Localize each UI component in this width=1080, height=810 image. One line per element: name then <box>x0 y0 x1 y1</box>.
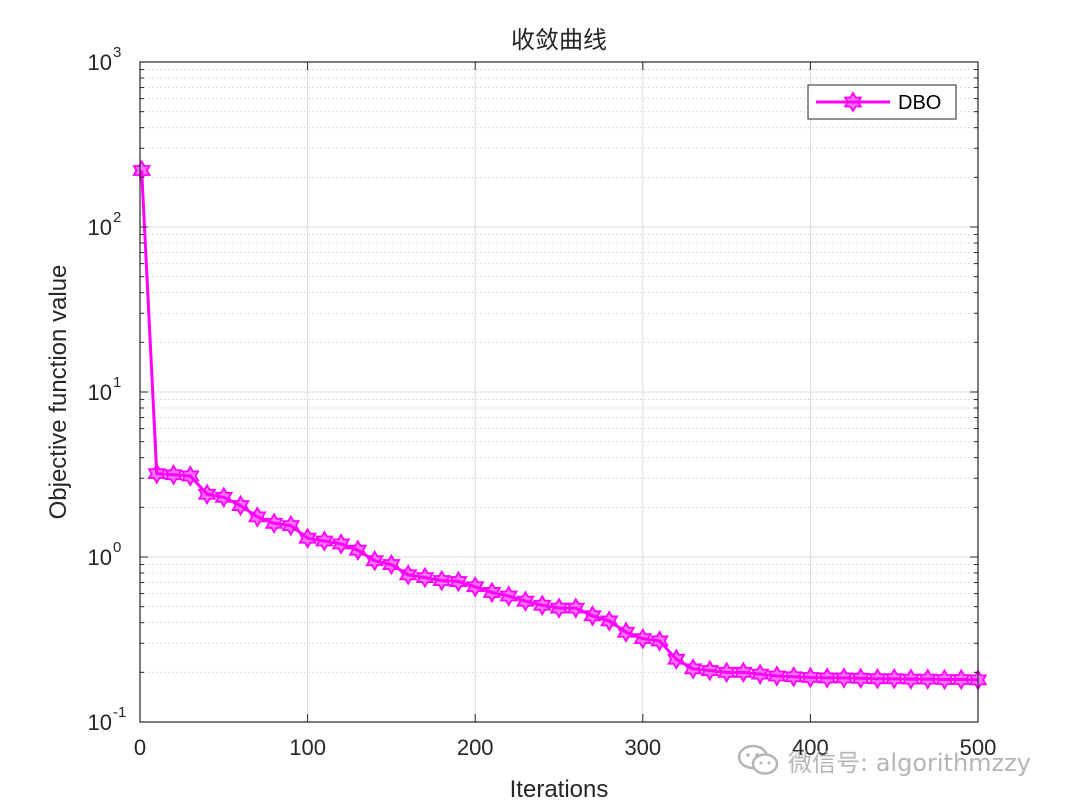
data-point-marker <box>398 563 418 586</box>
data-point-marker <box>935 668 954 691</box>
data-point-marker <box>331 533 351 555</box>
data-point-marker <box>616 621 636 644</box>
data-point-marker <box>432 569 452 592</box>
x-tick-label: 0 <box>134 735 146 760</box>
watermark-text: 微信号: algorithmzzy <box>788 748 1031 777</box>
data-point-marker <box>164 463 183 486</box>
y-tick-label: 10 <box>88 380 112 405</box>
y-tick-label: 10 <box>88 215 112 240</box>
data-point-marker <box>281 514 301 537</box>
data-point-marker <box>532 594 552 617</box>
data-point-marker <box>180 465 200 487</box>
data-point-marker <box>683 658 703 680</box>
data-point-marker <box>247 506 267 528</box>
x-axis-label: Iterations <box>510 776 609 803</box>
data-point-marker <box>415 566 435 589</box>
data-point-marker <box>566 597 586 619</box>
data-point-marker <box>147 462 167 485</box>
y-tick-exponent: 1 <box>113 374 121 391</box>
data-point-marker <box>315 530 334 552</box>
data-point-marker <box>750 663 770 685</box>
grid <box>140 62 978 722</box>
data-point-marker <box>650 630 669 652</box>
x-tick-label: 200 <box>457 735 494 760</box>
ticks <box>139 61 979 723</box>
data-point-marker <box>583 605 602 627</box>
y-tick-label: 10 <box>88 545 112 570</box>
data-point-marker <box>298 527 317 549</box>
data-point-marker <box>717 661 736 684</box>
data-point-marker <box>264 512 284 535</box>
legend-label: DBO <box>898 92 941 114</box>
data-point-marker <box>231 494 250 517</box>
legend-marker-icon <box>843 91 863 113</box>
data-point-marker <box>197 483 217 506</box>
data-point-marker <box>633 627 653 650</box>
wechat-icon <box>737 744 779 775</box>
data-point-marker <box>549 597 569 619</box>
y-axis-label: Objective function value <box>45 265 72 520</box>
y-tick-exponent: 2 <box>113 209 121 226</box>
data-point-marker <box>482 581 502 604</box>
data-point-marker <box>449 570 468 593</box>
data-point-marker <box>734 661 753 684</box>
data-point-marker <box>365 549 384 572</box>
series-layer <box>132 159 988 691</box>
y-tick-label: 10 <box>88 50 112 75</box>
data-point-marker <box>382 553 401 576</box>
y-tick-exponent: 3 <box>113 44 121 61</box>
watermark: 微信号: algorithmzzy <box>736 742 1031 778</box>
x-tick-label: 300 <box>624 735 661 760</box>
y-tick-exponent: 0 <box>113 539 121 556</box>
data-point-marker <box>599 610 619 632</box>
data-point-marker <box>516 590 535 612</box>
y-tick-label: 10 <box>88 710 112 735</box>
data-point-marker <box>132 159 152 182</box>
y-tick-exponent: -1 <box>113 704 126 721</box>
data-point-marker <box>868 667 887 690</box>
legend: DBO <box>807 84 957 120</box>
tick-labels: 10 -110 010 110 210 30 100 200 300 400 500 <box>88 44 997 760</box>
data-point-marker <box>465 575 485 598</box>
data-point-marker <box>499 585 519 607</box>
legend-marker-shape <box>843 91 863 113</box>
data-point-marker <box>901 668 921 690</box>
data-point-marker <box>348 539 368 561</box>
data-point-marker <box>817 667 837 689</box>
x-tick-label: 400 <box>792 735 829 760</box>
chart-title: 收敛曲线 <box>511 26 607 54</box>
data-point-marker <box>666 648 686 671</box>
x-tick-label: 500 <box>960 735 997 760</box>
data-point-marker <box>700 659 720 682</box>
x-tick-label: 100 <box>289 735 326 760</box>
data-point-marker <box>214 486 234 509</box>
